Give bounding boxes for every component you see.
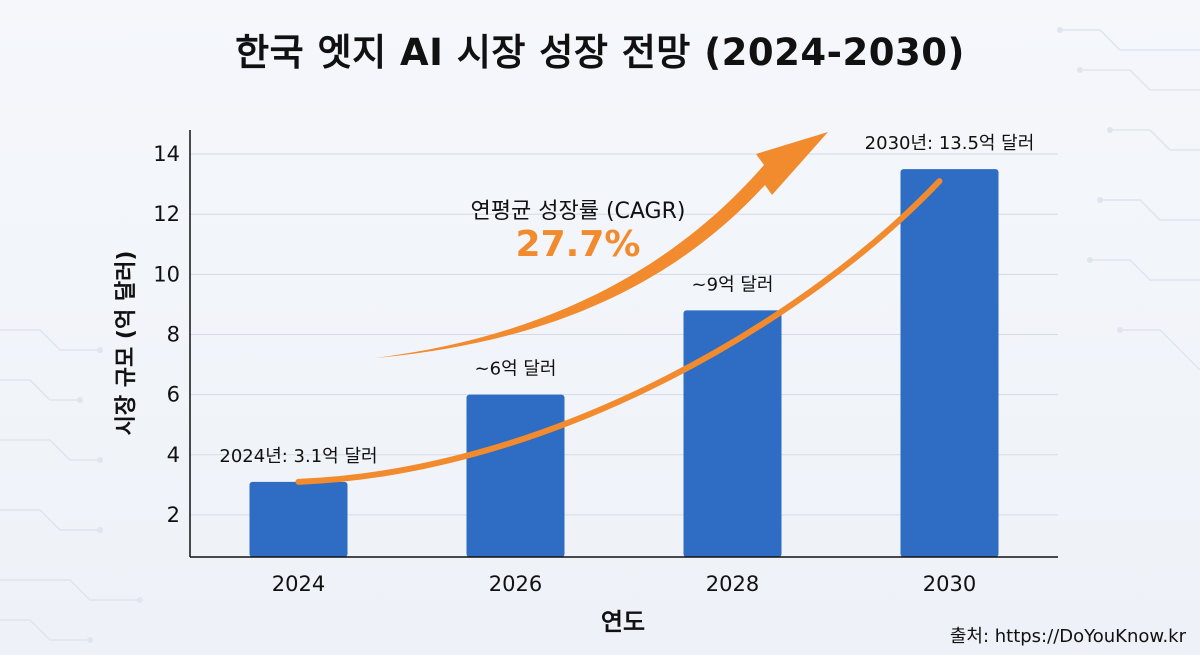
cagr-label: 연평균 성장률 (CAGR) — [470, 199, 686, 224]
x-axis-label: 연도 — [600, 608, 646, 636]
y-tick-label: 6 — [167, 383, 180, 407]
y-tick-label: 10 — [153, 262, 180, 286]
bar — [683, 310, 782, 557]
bar — [249, 481, 348, 557]
source-credit: 출처: https://DoYouKnow.kr — [949, 626, 1186, 647]
y-tick-label: 8 — [167, 322, 180, 346]
x-tick-label: 2024 — [272, 572, 325, 596]
y-axis-label: 시장 규모 (억 달러) — [114, 250, 139, 436]
y-tick-label: 12 — [153, 202, 180, 226]
data-label: 2024년: 3.1억 달러 — [219, 446, 377, 467]
chart-title: 한국 엣지 AI 시장 성장 전망 (2024-2030) — [235, 31, 965, 74]
bar — [900, 169, 999, 557]
bar — [466, 394, 565, 557]
x-tick-label: 2026 — [489, 572, 542, 596]
growth-arrow — [375, 132, 828, 358]
y-tick-label: 4 — [167, 443, 180, 467]
y-tick-label: 14 — [153, 142, 180, 166]
trend-line — [295, 178, 943, 485]
y-tick-label: 2 — [167, 503, 180, 527]
x-tick-label: 2030 — [923, 572, 976, 596]
x-tick-label: 2028 — [706, 572, 759, 596]
data-label: ~6억 달러 — [475, 359, 557, 380]
cagr-value: 27.7% — [515, 224, 641, 265]
data-label: ~9억 달러 — [692, 274, 774, 295]
data-label: 2030년: 13.5억 달러 — [865, 133, 1035, 154]
